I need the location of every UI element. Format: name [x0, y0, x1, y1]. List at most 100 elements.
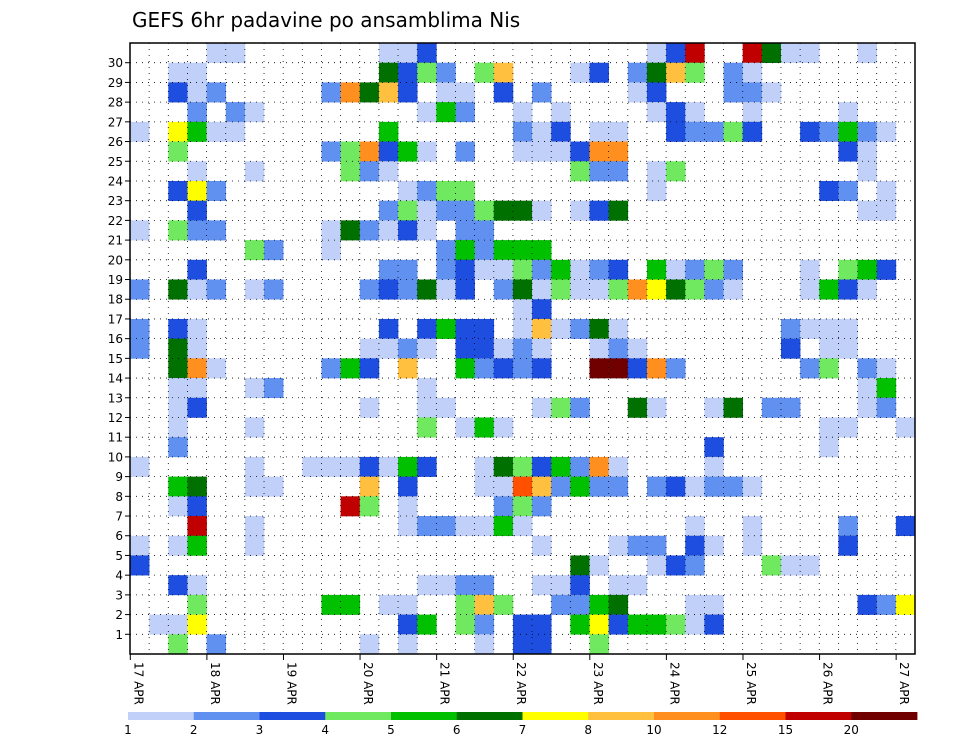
colorbar-label: 15 [778, 723, 793, 737]
heatmap-cell [723, 62, 743, 83]
heatmap-cell [876, 358, 897, 379]
heatmap-cell [455, 220, 475, 241]
heatmap-cell [646, 62, 667, 83]
heatmap-cell [838, 279, 858, 300]
heatmap-cell [666, 555, 686, 576]
heatmap-cell [512, 614, 533, 635]
colorbar-swatch [128, 712, 195, 720]
heatmap-cell [819, 417, 839, 438]
heatmap-cell [474, 594, 495, 615]
x-axis: 17 APR 18 APR 19 APR 20 APR 21 APR 22 APR 23 A… [129, 654, 911, 705]
heatmap-cell [589, 614, 609, 635]
heatmap-cell [455, 358, 475, 379]
heatmap-cell [742, 476, 763, 497]
heatmap-cell [417, 220, 437, 241]
heatmap-cell [187, 82, 207, 103]
y-tick-label: 22 [108, 214, 123, 228]
heatmap-cell [857, 378, 878, 399]
heatmap-cell [646, 476, 667, 497]
heatmap-cell [187, 614, 207, 635]
heatmap-cell [168, 437, 188, 458]
y-tick-label: 18 [108, 293, 123, 307]
heatmap-cell [838, 141, 858, 162]
heatmap-cell [551, 594, 571, 615]
heatmap-cell [512, 338, 533, 359]
heatmap-cell [187, 516, 207, 537]
heatmap-cell [359, 220, 380, 241]
heatmap-cell [130, 338, 150, 359]
x-tick-label: 25 APR [744, 662, 758, 705]
heatmap-cell [130, 220, 150, 241]
heatmap-cell [761, 82, 782, 103]
heatmap-cell [704, 456, 724, 477]
heatmap-cell [646, 535, 667, 556]
heatmap-cell [378, 161, 399, 182]
heatmap-cell [512, 102, 533, 123]
heatmap-cell [666, 62, 686, 83]
heatmap-cell [474, 240, 495, 261]
heatmap-cell [589, 476, 609, 497]
heatmap-cell [244, 456, 265, 477]
heatmap-cell [168, 279, 188, 300]
heatmap-cell [187, 220, 207, 241]
colorbar-label: 2 [190, 723, 198, 737]
heatmap-cell [646, 161, 667, 182]
heatmap-cell [187, 180, 207, 201]
heatmap-cell [608, 161, 629, 182]
heatmap-cell [436, 279, 456, 300]
colorbar-label: 10 [646, 723, 661, 737]
y-tick-label: 13 [108, 391, 123, 405]
heatmap-cell [589, 456, 609, 477]
y-tick-label: 17 [108, 312, 123, 326]
heatmap-cell [570, 62, 590, 83]
y-tick-label: 24 [108, 174, 123, 188]
heatmap-cell [436, 82, 456, 103]
heatmap-cell [187, 259, 207, 280]
colorbar-swatch [851, 712, 918, 720]
heatmap-cell [819, 180, 839, 201]
heatmap-cell [627, 614, 648, 635]
heatmap-cell [551, 476, 571, 497]
heatmap-cell [646, 43, 667, 64]
heatmap-cell [608, 594, 629, 615]
heatmap-cell [359, 397, 380, 418]
heatmap-cell [704, 614, 724, 635]
colorbar-swatch [259, 712, 326, 720]
grid-lines [130, 43, 915, 654]
heatmap-cell [551, 456, 571, 477]
colorbar-label: 12 [712, 723, 727, 737]
heatmap-cell [436, 200, 456, 221]
heatmap-cell [378, 121, 399, 142]
heatmap-cell [474, 476, 495, 497]
heatmap-cell [168, 575, 188, 596]
heatmap-cell [455, 102, 475, 123]
plot-frame [129, 42, 916, 655]
heatmap-cell [187, 102, 207, 123]
colorbar-swatch [588, 712, 655, 720]
heatmap-cell [685, 259, 705, 280]
heatmap-cell [187, 200, 207, 221]
heatmap-cell [723, 397, 743, 418]
heatmap-cell [474, 338, 495, 359]
heatmap-cell [130, 279, 150, 300]
heatmap-cell [646, 180, 667, 201]
heatmap-cell [512, 456, 533, 477]
colorbar-swatch [522, 712, 589, 720]
y-tick-label: 12 [108, 411, 123, 425]
heatmap-cell [321, 82, 341, 103]
colorbar-label: 20 [844, 723, 859, 737]
heatmap-cell [398, 614, 418, 635]
heatmap-cell [417, 141, 437, 162]
heatmap-cell [455, 417, 475, 438]
heatmap-cell [532, 338, 552, 359]
heatmap-cell [646, 82, 667, 103]
heatmap-cell [436, 516, 456, 537]
heatmap-cell [168, 476, 188, 497]
heatmap-cell [589, 200, 609, 221]
heatmap-cell [378, 279, 399, 300]
heatmap-cell [857, 161, 878, 182]
heatmap-cell [398, 496, 418, 517]
heatmap-cell [474, 417, 495, 438]
heatmap-cell [187, 496, 207, 517]
heatmap-cell [130, 318, 150, 339]
